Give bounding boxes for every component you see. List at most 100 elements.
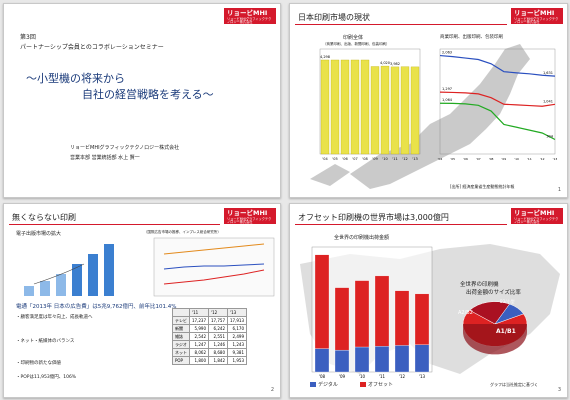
page-number: 1: [557, 187, 561, 193]
tick-label: '12: [540, 157, 545, 161]
company-logo: リョービMHI リョービMHIグラフィックテクノロジー株式会社: [224, 8, 276, 24]
legend-offset: オフセット: [368, 382, 394, 388]
bar: [314, 254, 330, 349]
tick-label: '07: [352, 157, 357, 161]
data-label: 1,064: [442, 98, 453, 102]
legend-digital: デジタル: [318, 382, 338, 388]
bar: [350, 59, 360, 155]
tick-label: '08: [362, 157, 367, 161]
pie-depth: [463, 324, 527, 355]
series-line: [439, 91, 556, 107]
data-label: 2,063: [442, 51, 452, 55]
tick-label: '10: [359, 374, 366, 379]
page-number: 3: [557, 387, 561, 393]
left-chart-title: 印刷全体: [343, 35, 364, 41]
tick-label: '06: [342, 157, 347, 161]
market-status-slide[interactable]: リョービMHI リョービMHIグラフィックテクノロジー株式会社 日本印刷市場の現状…: [289, 3, 568, 198]
data-label: 4,020: [380, 61, 390, 65]
pie-slice: [494, 303, 524, 325]
tick-label: '09: [339, 374, 346, 379]
page-number: 2: [270, 387, 274, 393]
bar: [380, 65, 390, 155]
tick-label: '13: [419, 374, 426, 379]
tick-label: '05: [332, 157, 337, 161]
table-header-row: '11'12'13: [172, 308, 247, 317]
chart-title: 全世界の印刷機出荷金額: [334, 235, 390, 241]
bar: [330, 59, 340, 155]
pie-label-a2: A2/B2: [458, 310, 473, 316]
bar: [340, 59, 350, 155]
print-persists-slide[interactable]: リョービMHI リョービMHIグラフィックテクノロジー株式会社 無くならない印刷 …: [3, 203, 281, 398]
table-row: ラジオ 1,247 1,246 1,243: [172, 340, 247, 349]
bar: [410, 66, 420, 155]
world-market-slide[interactable]: リョービMHI リョービMHIグラフィックテクノロジー株式会社 オフセット印刷機の…: [289, 203, 568, 398]
printing-total-chart: '04 '05 '06 '07 '08 '09 '10 '11 '12 '13 4,298 4,020…: [319, 48, 421, 161]
size-ratio-pie: [462, 301, 528, 355]
company-logo: リョービMHI リョービMHIグラフィックテクノロジー株式会社: [511, 8, 563, 24]
tick-label: '11: [527, 157, 532, 161]
table-row: POP 1,800 1,842 1,953: [172, 356, 247, 365]
bar: [88, 254, 98, 296]
tick-label: '13: [553, 157, 558, 161]
pie-label-a1: A1/B1: [496, 328, 516, 335]
title-slide[interactable]: リョービMHI リョービMHIグラフィックテクノロジー株式会社 第3回 パートナー…: [3, 3, 281, 198]
source-note: [出所] 経済産業省生産動態統計年報: [450, 184, 515, 189]
bar: [314, 348, 330, 373]
title-underline: [295, 224, 507, 225]
tick-label: '09: [502, 157, 507, 161]
bar: [354, 346, 370, 373]
bar: [400, 66, 410, 155]
tick-label: '08: [489, 157, 494, 161]
title-underline: [295, 24, 507, 25]
pie-label-b3: B3/小型: [500, 299, 515, 304]
presenter: 営業本部 営業統括部 水上 賢一: [70, 155, 140, 161]
bar: [24, 286, 34, 296]
bar: [104, 244, 114, 296]
company-logo: リョービMHI リョービMHIグラフィックテクノロジー株式会社: [224, 208, 276, 224]
table-row: 雑誌 2,542 2,551 2,499: [172, 332, 247, 341]
bar: [334, 349, 350, 373]
data-label: 1,297: [442, 87, 452, 91]
tick-label: '12: [402, 157, 407, 161]
company-logo: リョービMHI リョービMHIグラフィックテクノロジー株式会社: [511, 208, 563, 224]
bar: [390, 66, 400, 155]
note: グラフは当社推定に基づく: [490, 382, 538, 387]
bar: [72, 264, 82, 296]
bullet-2: ・ネット・紙媒体のバランス: [16, 339, 75, 344]
data-label: 3,982: [390, 62, 400, 66]
ebook-label: 電子出版市場の拡大: [16, 231, 62, 237]
tick-label: '09: [372, 157, 377, 161]
bullet-3: ・印刷物の新たな価値: [16, 361, 61, 366]
tick-label: '12: [399, 374, 406, 379]
tick-label: '08: [319, 374, 326, 379]
table-row: 新聞 5,990 6,242 6,170: [172, 324, 247, 333]
data-label: 1,041: [543, 99, 553, 103]
tick-label: '10: [382, 157, 387, 161]
tick-label: '05: [450, 157, 455, 161]
table-row: テレビ 17,237 17,757 17,913: [172, 316, 247, 325]
legend-swatch-digital: [310, 382, 316, 387]
table-row: ネット 8,062 8,680 9,381: [172, 348, 247, 357]
data-label: 1,631: [543, 71, 553, 75]
world-shipments-chart: '08 '09 '10 '11 '12 '13: [311, 246, 433, 379]
main-title-line1: 〜小型機の将来から: [26, 72, 125, 85]
tick-label: '10: [514, 157, 519, 161]
tick-label: '13: [412, 157, 417, 161]
bar: [394, 290, 410, 346]
bar: [354, 280, 370, 348]
bar: [334, 287, 350, 351]
commercial-printing-chart: 1,631 2,063 1,041 1,297 304 1,064 '04 '05 '06 '07…: [438, 48, 558, 161]
bar: [394, 345, 410, 373]
slide-title: 日本印刷市場の現状: [298, 13, 370, 22]
left-chart-subtitle: （商業印刷、出版、新聞印刷、包装印刷）: [323, 42, 390, 46]
pie-title-1: 全世界の印刷機: [460, 282, 499, 288]
tick-label: '07: [476, 157, 481, 161]
bullet-4: ・POPは11,953億円、106%: [16, 375, 77, 380]
company-name: リョービMHIグラフィックテクノロジー株式会社: [70, 145, 180, 151]
ad-headline: 電通「2013年 日本の広告費」は5兆9,762億円、前年比101.4%: [16, 304, 177, 310]
bar: [370, 66, 380, 155]
right-chart-title: 商業印刷、出版印刷、包装印刷: [440, 35, 503, 40]
slide-title: オフセット印刷機の世界市場は3,000億円: [298, 213, 449, 222]
pie-slice: [469, 301, 510, 325]
data-label: 304: [546, 134, 553, 138]
